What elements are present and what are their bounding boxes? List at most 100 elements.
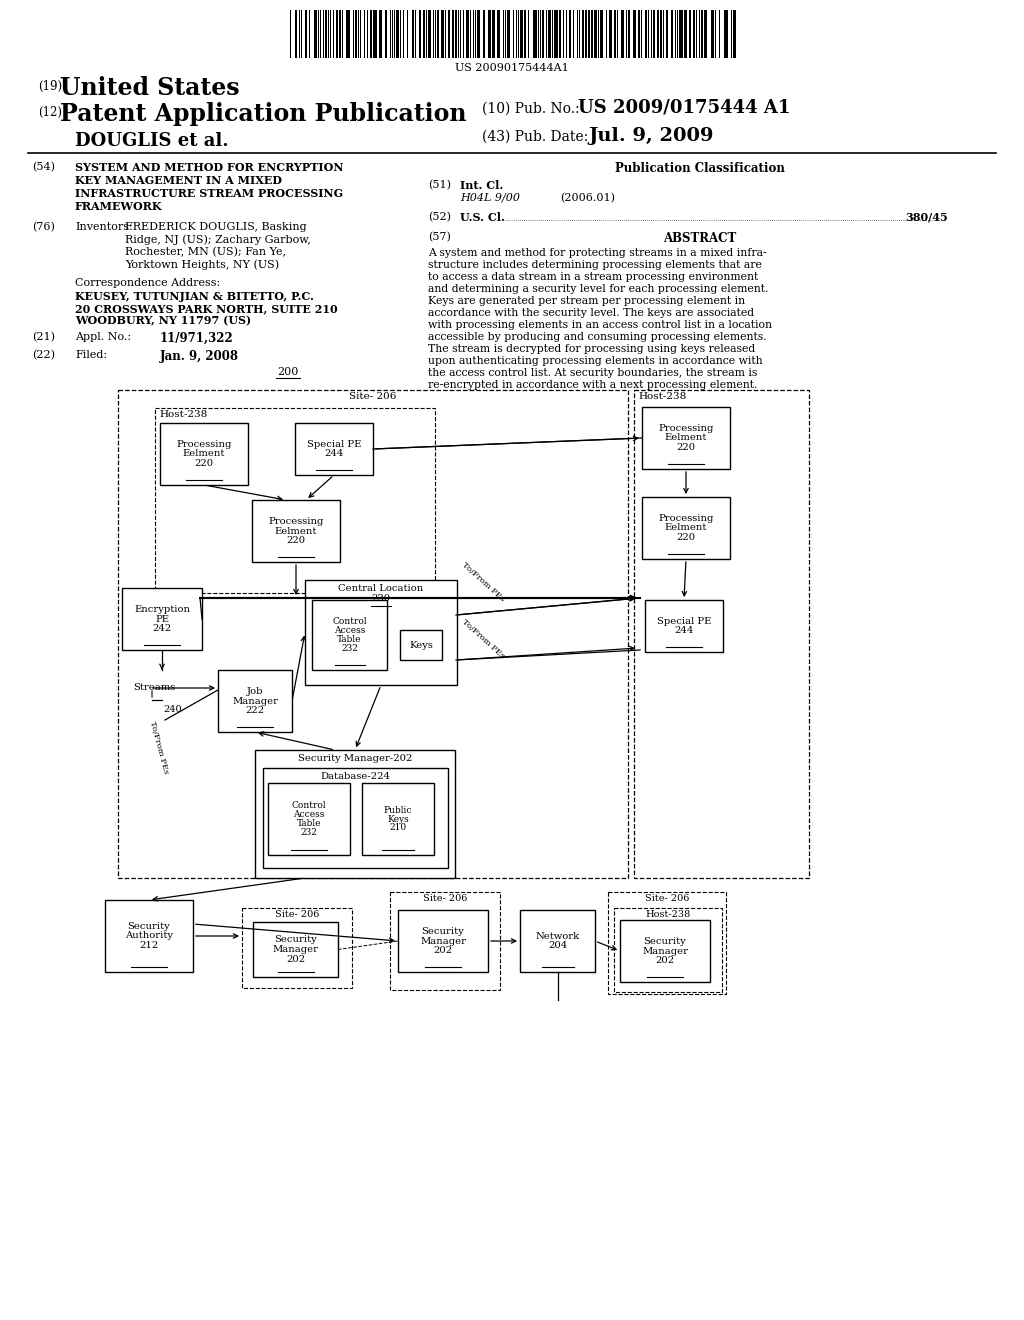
Bar bbox=[242, 908, 352, 987]
Text: structure includes determining processing elements that are: structure includes determining processin… bbox=[428, 260, 762, 271]
Bar bbox=[554, 11, 558, 58]
Bar bbox=[155, 408, 435, 593]
Text: 220: 220 bbox=[195, 459, 214, 469]
Bar bbox=[542, 11, 544, 58]
Text: Eelment: Eelment bbox=[274, 527, 317, 536]
Bar bbox=[608, 892, 726, 994]
Text: Inventors:: Inventors: bbox=[75, 222, 133, 232]
Bar bbox=[582, 11, 584, 58]
Text: WOODBURY, NY 11797 (US): WOODBURY, NY 11797 (US) bbox=[75, 315, 251, 326]
Text: with processing elements in an access control list in a location: with processing elements in an access co… bbox=[428, 319, 772, 330]
Text: INFRASTRUCTURE STREAM PROCESSING: INFRASTRUCTURE STREAM PROCESSING bbox=[75, 187, 343, 199]
Text: Ridge, NJ (US); Zachary Garbow,: Ridge, NJ (US); Zachary Garbow, bbox=[125, 235, 311, 246]
Bar bbox=[339, 11, 341, 58]
Bar bbox=[314, 11, 317, 58]
Text: accordance with the security level. The keys are associated: accordance with the security level. The … bbox=[428, 308, 754, 318]
Text: 212: 212 bbox=[139, 941, 159, 950]
Text: accessible by producing and consuming processing elements.: accessible by producing and consuming pr… bbox=[428, 333, 767, 342]
Bar bbox=[559, 11, 561, 58]
Text: H04L 9/00: H04L 9/00 bbox=[460, 193, 520, 203]
Text: Security: Security bbox=[422, 927, 464, 936]
Bar bbox=[497, 11, 500, 58]
Text: 220: 220 bbox=[677, 444, 695, 453]
Text: 220: 220 bbox=[287, 536, 305, 545]
Text: 232: 232 bbox=[341, 644, 358, 652]
Text: (51): (51) bbox=[428, 180, 451, 190]
Bar bbox=[642, 498, 730, 558]
Text: Central Location: Central Location bbox=[338, 583, 424, 593]
Text: 202: 202 bbox=[433, 946, 453, 956]
Text: To/From PEs: To/From PEs bbox=[148, 719, 170, 775]
Text: Site- 206: Site- 206 bbox=[645, 894, 689, 903]
Bar bbox=[701, 11, 703, 58]
Bar bbox=[534, 11, 537, 58]
Bar bbox=[594, 11, 597, 58]
Bar bbox=[295, 11, 297, 58]
Bar bbox=[305, 11, 307, 58]
Text: 230: 230 bbox=[372, 594, 390, 603]
Bar bbox=[684, 11, 687, 58]
Bar bbox=[483, 11, 485, 58]
Text: SYSTEM AND METHOD FOR ENCRYPTION: SYSTEM AND METHOD FOR ENCRYPTION bbox=[75, 162, 343, 173]
Text: Yorktown Heights, NY (US): Yorktown Heights, NY (US) bbox=[125, 260, 280, 271]
Text: and determining a security level for each processing element.: and determining a security level for eac… bbox=[428, 284, 768, 294]
Bar bbox=[477, 11, 480, 58]
Bar bbox=[488, 11, 490, 58]
Text: FREDERICK DOUGLIS, Basking: FREDERICK DOUGLIS, Basking bbox=[125, 222, 306, 232]
Bar bbox=[385, 11, 387, 58]
Bar bbox=[653, 11, 655, 58]
Text: (12): (12) bbox=[38, 106, 62, 119]
Text: The stream is decrypted for processing using keys released: The stream is decrypted for processing u… bbox=[428, 345, 756, 354]
Bar bbox=[362, 783, 434, 855]
Text: Host-238: Host-238 bbox=[159, 411, 207, 418]
Bar bbox=[312, 601, 387, 671]
Bar bbox=[437, 11, 439, 58]
Text: Keys: Keys bbox=[387, 814, 409, 824]
Text: Eelment: Eelment bbox=[665, 524, 708, 532]
Text: Filed:: Filed: bbox=[75, 350, 108, 360]
Text: US 20090175444A1: US 20090175444A1 bbox=[455, 63, 569, 73]
Text: 240: 240 bbox=[163, 705, 181, 714]
Bar bbox=[252, 500, 340, 562]
Bar bbox=[614, 908, 722, 993]
Text: Table: Table bbox=[297, 818, 322, 828]
Text: 210: 210 bbox=[389, 824, 407, 833]
Bar bbox=[705, 11, 707, 58]
Text: Database-224: Database-224 bbox=[321, 772, 390, 781]
Text: Site- 206: Site- 206 bbox=[423, 894, 467, 903]
Bar bbox=[305, 579, 457, 685]
Bar bbox=[255, 750, 455, 878]
Text: Access: Access bbox=[293, 810, 325, 820]
Bar bbox=[600, 11, 603, 58]
Bar bbox=[390, 892, 500, 990]
Text: 232: 232 bbox=[301, 828, 317, 837]
Text: Access: Access bbox=[334, 626, 366, 635]
Text: KEY MANAGEMENT IN A MIXED: KEY MANAGEMENT IN A MIXED bbox=[75, 176, 282, 186]
Bar bbox=[452, 11, 454, 58]
Text: Network: Network bbox=[536, 932, 580, 941]
Text: KEUSEY, TUTUNJIAN & BITETTO, P.C.: KEUSEY, TUTUNJIAN & BITETTO, P.C. bbox=[75, 290, 314, 302]
Bar bbox=[645, 601, 723, 652]
Bar bbox=[398, 909, 488, 972]
Text: Special PE: Special PE bbox=[307, 440, 361, 449]
Text: 200: 200 bbox=[278, 367, 299, 378]
Text: United States: United States bbox=[60, 77, 240, 100]
Text: 11/971,322: 11/971,322 bbox=[160, 333, 233, 345]
Text: Security: Security bbox=[274, 936, 316, 944]
Text: Appl. No.:: Appl. No.: bbox=[75, 333, 131, 342]
Text: 244: 244 bbox=[675, 627, 693, 635]
Text: FRAMEWORK: FRAMEWORK bbox=[75, 201, 163, 213]
Text: Security: Security bbox=[644, 937, 686, 945]
Text: (2006.01): (2006.01) bbox=[560, 193, 615, 203]
Text: (19): (19) bbox=[38, 81, 62, 92]
Bar bbox=[105, 900, 193, 972]
Text: 202: 202 bbox=[655, 956, 675, 965]
Bar bbox=[609, 11, 612, 58]
Text: Rochester, MN (US); Fan Ye,: Rochester, MN (US); Fan Ye, bbox=[125, 247, 286, 257]
Bar bbox=[160, 422, 248, 484]
Bar bbox=[441, 11, 444, 58]
Text: Site- 206: Site- 206 bbox=[349, 392, 396, 401]
Text: Security Manager-202: Security Manager-202 bbox=[298, 754, 413, 763]
Bar bbox=[585, 11, 587, 58]
Text: (21): (21) bbox=[32, 333, 55, 342]
